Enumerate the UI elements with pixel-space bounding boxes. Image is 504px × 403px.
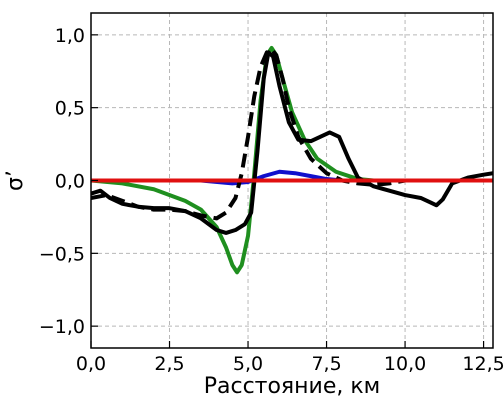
series-layer — [91, 45, 493, 275]
x-tick-label: 0,0 — [76, 353, 106, 375]
y-axis-label: σ’ — [3, 170, 28, 191]
series-line-0 — [91, 47, 493, 221]
y-tick-label: −0,5 — [39, 243, 85, 265]
x-tick-label: 10,0 — [384, 353, 426, 375]
x-tick-label: 12,5 — [462, 353, 504, 375]
y-tick-label: 1,0 — [55, 25, 85, 47]
ticks: 0,0 2,5 5,0 7,5 10,0 12,5 −1,0 −0,5 0,0 0,5 1,0 — [39, 25, 504, 375]
y-tick-label: 0,0 — [55, 171, 85, 193]
x-axis-label: Расстояние, км — [204, 374, 381, 398]
x-tick-label: 5,0 — [233, 353, 263, 375]
series-line-2 — [91, 45, 493, 275]
y-tick-label: 0,5 — [55, 98, 85, 120]
y-tick-label: −1,0 — [39, 316, 85, 338]
x-tick-label: 7,5 — [311, 353, 341, 375]
x-tick-label: 2,5 — [154, 353, 184, 375]
series-line-1 — [91, 50, 493, 235]
